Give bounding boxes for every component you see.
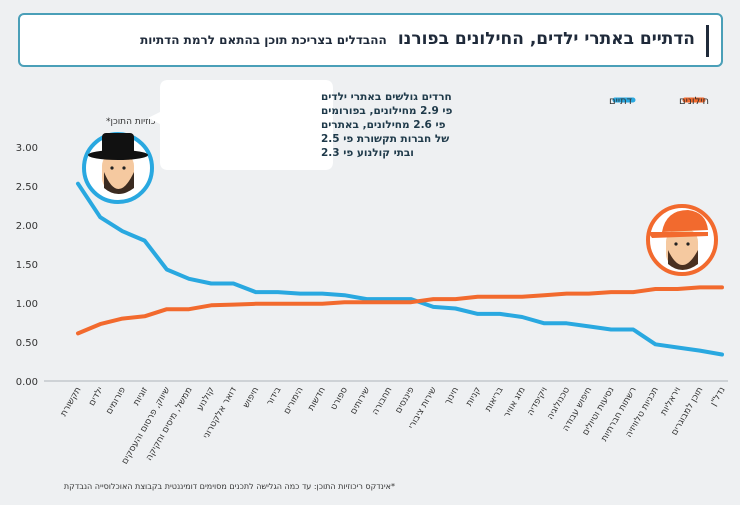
icon-face: [666, 228, 698, 268]
x-tick-label: נדל"ן: [709, 386, 728, 409]
callout-bubble: [148, 80, 333, 170]
y-tick-label: 2.50: [16, 182, 38, 193]
page-subtitle: ההבדלים בצריכת תוכן בהתאם לרמת הדתיות: [140, 33, 387, 47]
y-tick-label: 2.00: [16, 221, 38, 232]
secular-series-line: [76, 285, 724, 336]
legend-label: חילונים: [679, 96, 709, 107]
x-tick-label: פיננסים: [394, 385, 417, 415]
x-tick-label: חדשות: [306, 385, 327, 412]
y-tick-label: 3.00: [16, 143, 38, 154]
header-text: הדתיים באתרי ילדים, החילונים בפורנו ההבד…: [140, 29, 695, 49]
x-tick-label: מזג אוויר: [502, 386, 528, 420]
x-tick-label: קניות: [464, 386, 483, 409]
legend-label: דתיים: [609, 96, 633, 107]
icon-eye: [110, 166, 114, 170]
x-tick-label: פורומים: [105, 385, 129, 416]
page-title: הדתיים באתרי ילדים, החילונים בפורנו: [397, 29, 695, 49]
x-tick-label: תחבורה: [371, 385, 395, 416]
x-tick-label: ילדים: [87, 386, 106, 408]
callout-line: ובתי קולנוע פי 2.3: [321, 147, 414, 159]
icon-eye: [122, 166, 126, 170]
x-tick-label: תקשורת: [59, 385, 84, 418]
icon-beard: [104, 172, 134, 194]
footnote: *אינדקס ריכוזיות התוכן: עד כמה הגלישה לת…: [63, 482, 395, 491]
y-tick-label: 0.50: [16, 338, 38, 349]
callout-line: פי 2.9 מחילונים, בפורומים: [321, 105, 453, 117]
icon-face: [102, 152, 134, 192]
x-tick-label: קולנוע: [195, 386, 216, 413]
x-tick-label: חיפוש: [241, 385, 261, 409]
icon-eye: [674, 242, 678, 246]
x-tick-label: בידור: [265, 386, 283, 408]
religious-series-line: [76, 181, 724, 357]
x-tick-label: ספורט: [329, 385, 350, 412]
x-tick-label: זוגיות: [132, 386, 150, 408]
x-tick-label: שירותים: [349, 386, 373, 417]
callout-line: של חברות תקשורת פי 2.5: [321, 133, 449, 145]
icon-beard: [668, 250, 698, 270]
header-accent-bar: [706, 25, 709, 57]
y-tick-label: 1.00: [16, 299, 38, 310]
callout-line: פי 2.6 מחילונים, באתרים: [321, 119, 446, 131]
x-tick-label: ויקיפדיה: [526, 386, 550, 418]
y-tick-label: 0.00: [16, 377, 38, 388]
x-tick-label: הימורים: [282, 385, 305, 416]
haredi-man-icon: [82, 132, 154, 204]
header-box: הדתיים באתרי ילדים, החילונים בפורנו ההבד…: [18, 13, 723, 67]
x-tick-label: בריאות: [484, 386, 506, 414]
x-tick-label: חינוך: [443, 385, 461, 406]
callout-line: חרדים גולשים באתרי ילדים: [321, 91, 452, 103]
icon-hat-crown: [102, 133, 134, 155]
icon-cap-visor: [648, 232, 708, 238]
x-tick-label: ויראליות: [659, 386, 683, 418]
icon-cap-crown: [662, 210, 708, 232]
icon-eye: [686, 242, 690, 246]
y-axis-label: אינדקס ריכוזיות התוכן*: [106, 117, 194, 127]
man-with-orange-cap-icon: [646, 204, 718, 276]
y-tick-label: 1.50: [16, 260, 38, 271]
